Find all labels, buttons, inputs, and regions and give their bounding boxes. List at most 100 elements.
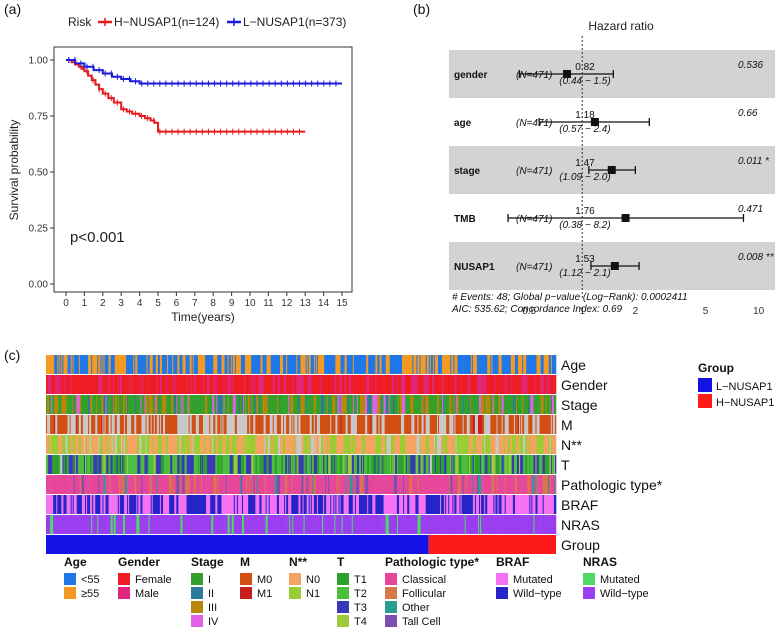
heatmap-cell [343,455,347,474]
heatmap-cell [225,355,228,374]
heatmap-cell [123,435,126,454]
heatmap-cell [490,415,492,434]
heatmap-cell [379,415,382,434]
heatmap-cell [400,515,402,534]
heatmap-cell [294,415,296,434]
heatmap-cell [501,455,504,474]
heatmap-cell [263,375,266,394]
heatmap-cell [471,475,474,494]
heatmap-cell [297,355,301,374]
heatmap-cell [546,415,550,434]
heatmap-cell [158,355,161,374]
heatmap-cell [447,395,450,414]
heatmap-cell [193,355,196,374]
heatmap-cell [117,375,120,394]
heatmap-cell [55,415,57,434]
heatmap-cell [71,355,73,374]
heatmap-cell [116,515,120,534]
heatmap-cell [345,375,347,394]
heatmap-cell [421,435,425,454]
heatmap-cell [523,475,525,494]
heatmap-cell [454,435,456,454]
heatmap-cell [66,455,68,474]
heatmap-cell [301,435,303,454]
heatmap-cell [92,415,94,434]
heatmap-cell [541,475,543,494]
heatmap-cell [250,435,252,454]
heatmap-cell [495,435,499,454]
heatmap-cell [326,475,329,494]
heatmap-cell [496,395,499,414]
heatmap-cell [59,355,61,374]
heatmap-cell [545,415,548,434]
legend-swatch [583,573,595,585]
heatmap-cell [65,435,68,454]
heatmap-cell [188,515,190,534]
heatmap-cell [200,355,203,374]
heatmap-cell [112,355,116,374]
heatmap-cell [473,475,476,494]
heatmap-cell [86,355,88,374]
heatmap-cell [206,475,208,494]
heatmap-cell [246,515,248,534]
heatmap-cell [71,415,75,434]
heatmap-cell [488,375,490,394]
heatmap-cell [478,415,483,434]
heatmap-cell [423,395,425,414]
heatmap-cell [265,415,267,434]
forest-x-tick-label: 10 [753,306,765,317]
heatmap-cell [105,495,107,514]
heatmap-cell [217,475,219,494]
heatmap-cell [278,515,282,534]
heatmap-cell [248,355,250,374]
heatmap-cell [308,515,312,534]
heatmap-cell [216,435,219,454]
heatmap-cell [407,495,409,514]
heatmap-cell [503,435,505,454]
heatmap-cell [385,515,390,534]
heatmap-cell [494,455,496,474]
heatmap-cell [172,455,176,474]
heatmap-cell [193,495,197,514]
heatmap-cell [260,475,262,494]
heatmap-cell [205,455,207,474]
heatmap-cell [536,475,538,494]
heatmap-cell [421,395,424,414]
heatmap-cell [160,495,164,514]
heatmap-cell [461,455,463,474]
heatmap-cell [263,395,268,414]
heatmap-cell [249,415,251,434]
heatmap-cell [238,495,242,514]
heatmap-cell [321,435,324,454]
heatmap-cell [225,475,227,494]
heatmap-cell [319,515,323,534]
heatmap-cell [279,355,283,374]
heatmap-cell [352,415,355,434]
heatmap-cell [243,435,245,454]
heatmap-cell [449,395,451,414]
forest-footnote-aic: AIC: 535.62; Concordance Index: 0.69 [451,304,623,315]
heatmap-cell [342,355,344,374]
heatmap-cell [330,395,332,414]
heatmap-cell [215,415,217,434]
heatmap-cell [272,515,275,534]
heatmap-cell [219,515,225,534]
heatmap-cell [517,515,519,534]
heatmap-cell [261,475,265,494]
heatmap-cell [135,355,138,374]
heatmap-cell [514,515,518,534]
heatmap-cell [425,395,428,414]
heatmap-cell [263,455,266,474]
heatmap-cell [52,475,54,494]
heatmap-cell [476,395,480,414]
heatmap-cell [490,355,492,374]
heatmap-cell [51,495,54,514]
heatmap-cell [186,515,189,534]
heatmap-cell [261,395,263,414]
heatmap-cell [499,395,501,414]
heatmap-cell [282,395,284,414]
heatmap-cell [46,415,48,434]
heatmap-cell [530,455,532,474]
heatmap-cell [529,435,531,454]
heatmap-cell [193,455,197,474]
